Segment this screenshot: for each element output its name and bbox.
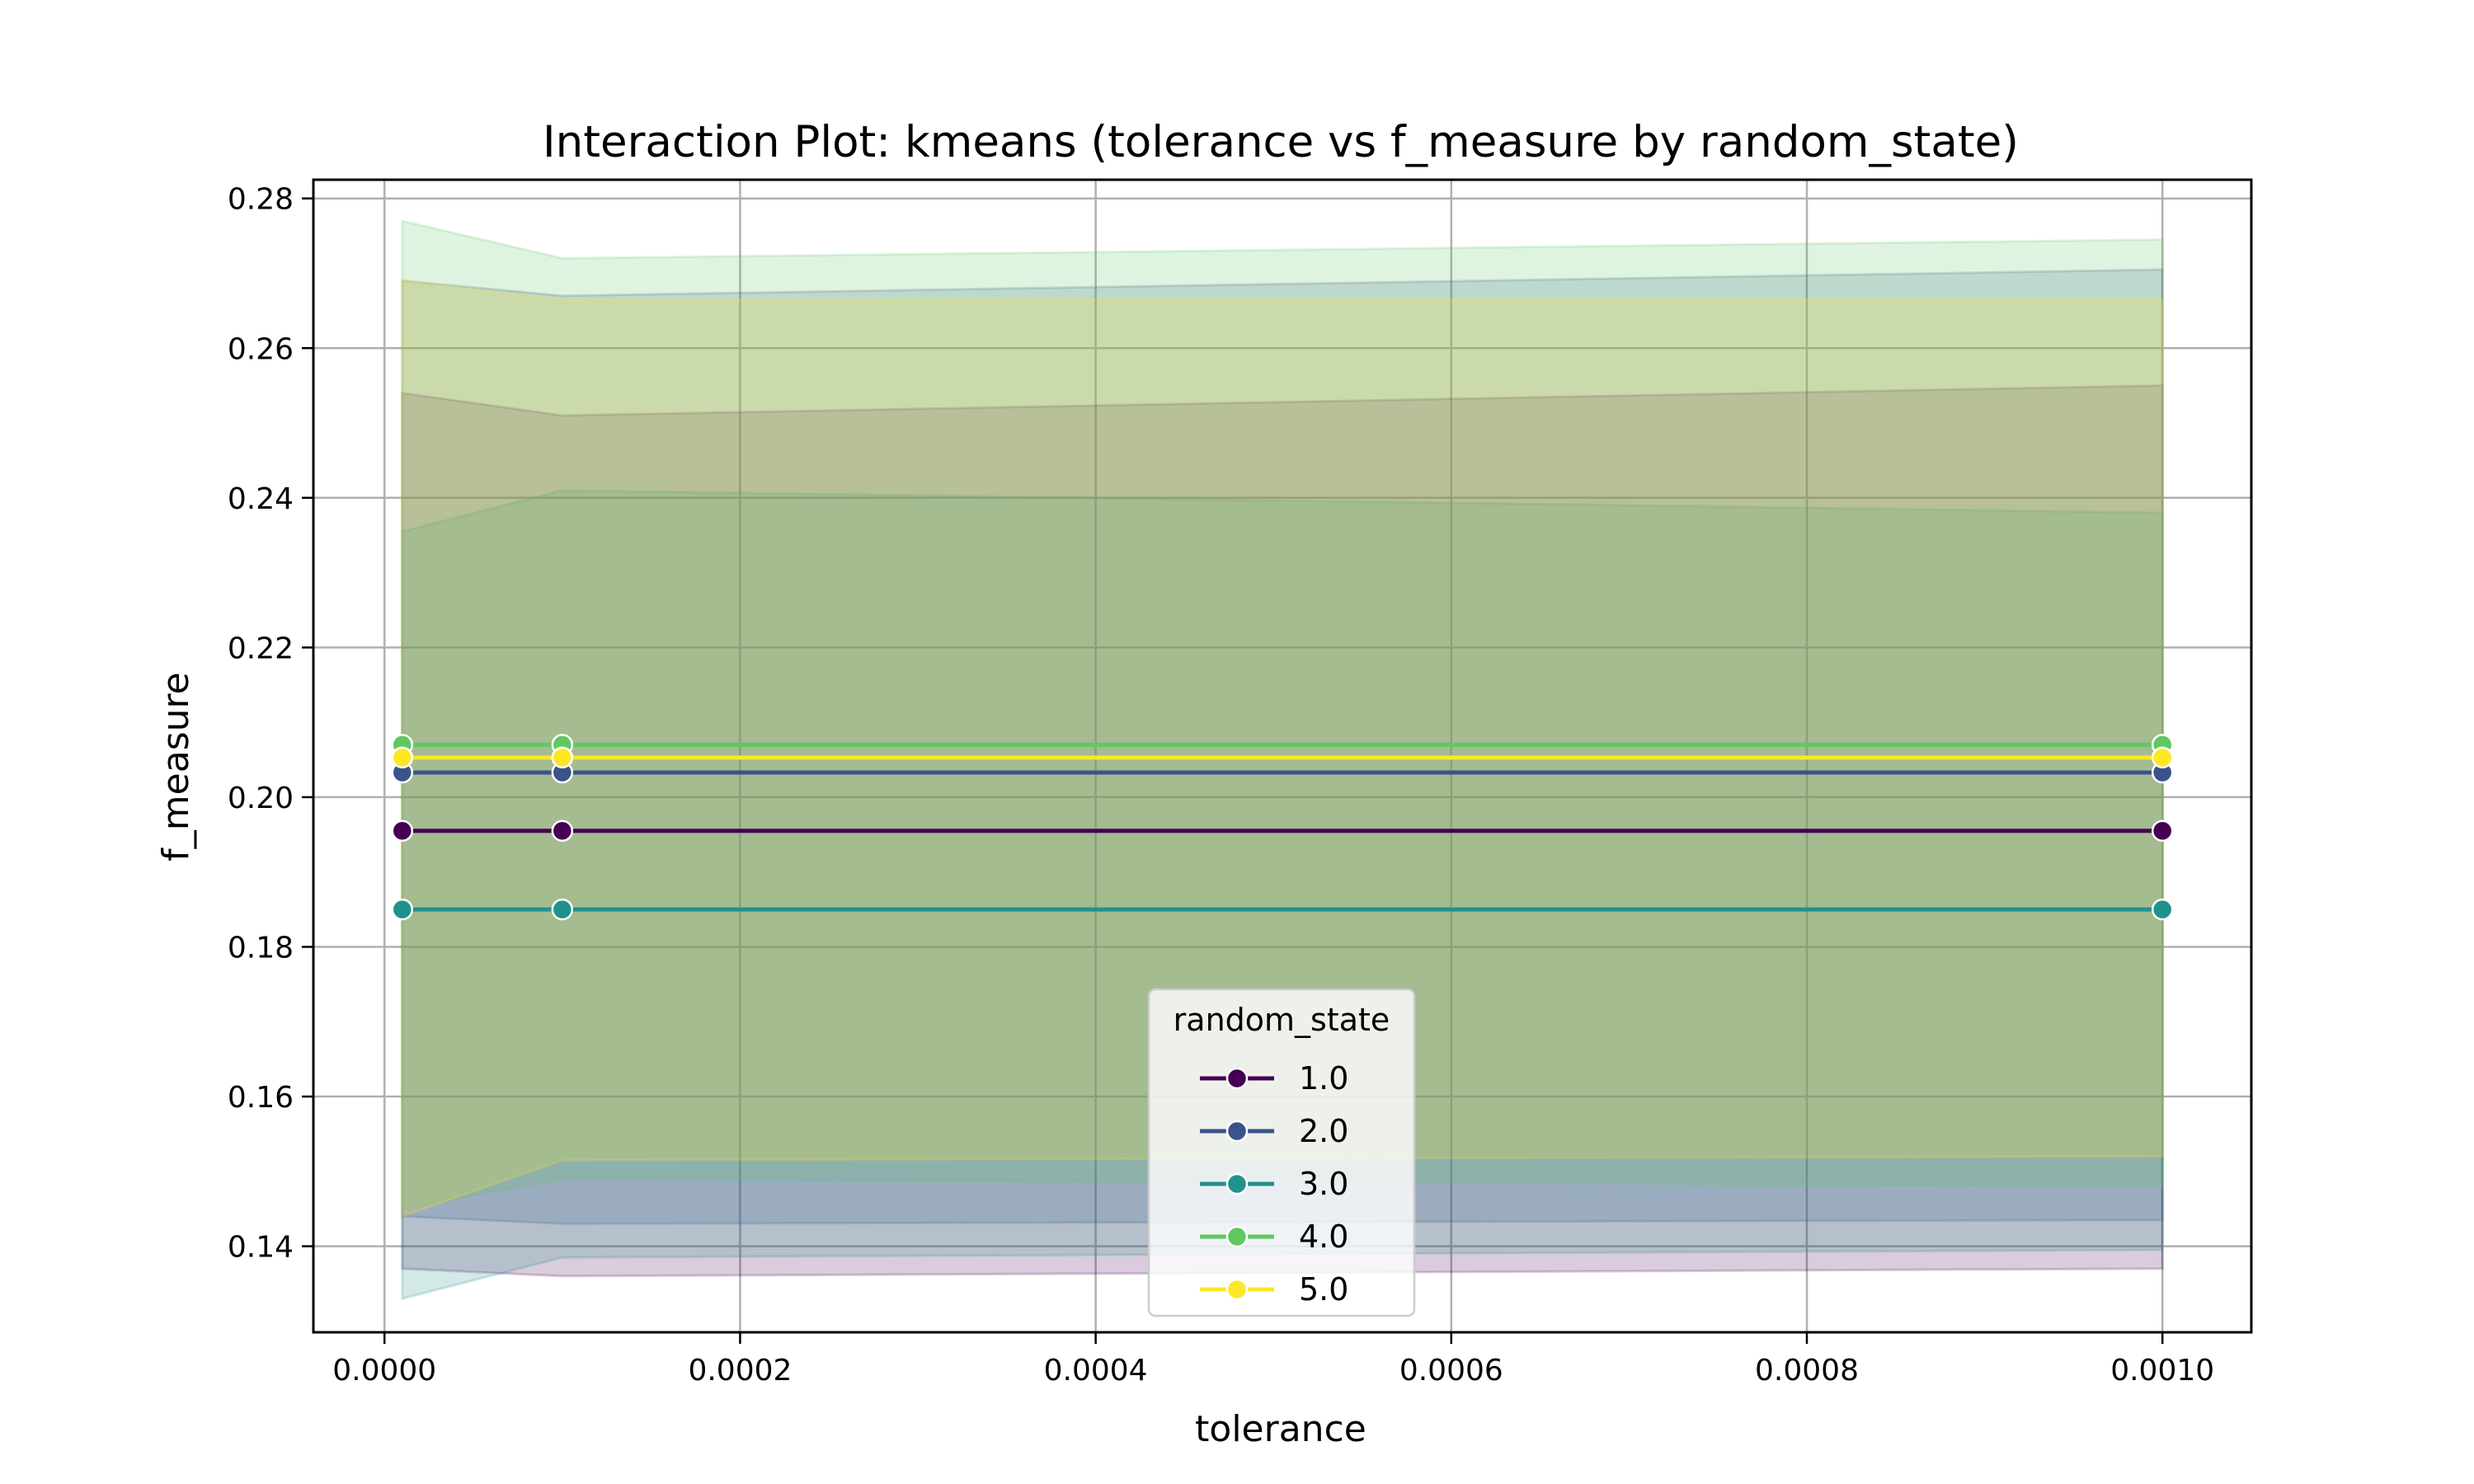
legend-label-3.0: 3.0 — [1299, 1166, 1348, 1202]
y-tick-label: 0.18 — [228, 931, 294, 965]
x-axis-label: tolerance — [1195, 1408, 1366, 1450]
y-tick-label: 0.26 — [228, 332, 294, 366]
y-axis-label: f_measure — [155, 672, 197, 861]
data-point-3.0 — [551, 898, 574, 921]
y-tick-label: 0.16 — [228, 1081, 294, 1115]
series-markers — [391, 734, 2174, 921]
x-tick-label: 0.0002 — [688, 1354, 792, 1388]
x-tick-label: 0.0000 — [332, 1354, 436, 1388]
y-axis-ticks: 0.14 0.16 0.18 0.20 0.22 0.24 0.26 0.28 — [228, 183, 313, 1265]
legend-items: 1.0 2.0 3.0 4.0 5.0 — [1200, 1060, 1348, 1308]
legend-marker-4.0 — [1225, 1225, 1249, 1248]
confidence-band-4.0 — [401, 219, 2164, 1211]
legend-marker-3.0 — [1225, 1172, 1249, 1195]
plot-frame — [312, 178, 2253, 1334]
legend-title: random_state — [1174, 1002, 1390, 1038]
confidence-band-3.0 — [401, 489, 2164, 1301]
data-point-5.0 — [2151, 746, 2174, 769]
data-point-1.0 — [551, 819, 574, 843]
legend-label-4.0: 4.0 — [1299, 1219, 1348, 1255]
legend-marker-2.0 — [1225, 1120, 1249, 1143]
data-point-1.0 — [2151, 819, 2174, 843]
x-tick-label: 0.0004 — [1044, 1354, 1148, 1388]
legend-label-1.0: 1.0 — [1299, 1060, 1348, 1097]
confidence-bands — [401, 219, 2164, 1301]
y-tick-label: 0.24 — [228, 482, 294, 516]
legend-box — [1147, 988, 1416, 1317]
y-tick-label: 0.28 — [228, 183, 294, 217]
data-point-1.0 — [391, 819, 414, 843]
y-tick-label: 0.14 — [228, 1231, 294, 1265]
y-tick-label: 0.22 — [228, 632, 294, 665]
data-point-5.0 — [551, 746, 574, 769]
legend-marker-5.0 — [1225, 1278, 1249, 1301]
data-point-3.0 — [391, 898, 414, 921]
chart-title: Interaction Plot: kmeans (tolerance vs f… — [543, 117, 2019, 167]
y-tick-label: 0.20 — [228, 782, 294, 815]
x-axis-ticks: 0.0000 0.0002 0.0004 0.0006 0.0008 0.0010 — [332, 1332, 2214, 1388]
data-point-5.0 — [391, 746, 414, 769]
confidence-band-5.0 — [401, 279, 2164, 1219]
legend-label-5.0: 5.0 — [1299, 1271, 1348, 1308]
x-tick-label: 0.0010 — [2110, 1354, 2214, 1388]
legend: random_state 1.0 2.0 3.0 4.0 5.0 — [1147, 988, 1416, 1317]
x-tick-label: 0.0006 — [1399, 1354, 1503, 1388]
data-point-3.0 — [2151, 898, 2174, 921]
legend-marker-1.0 — [1225, 1067, 1249, 1090]
legend-label-2.0: 2.0 — [1299, 1113, 1348, 1149]
x-tick-label: 0.0008 — [1755, 1354, 1859, 1388]
